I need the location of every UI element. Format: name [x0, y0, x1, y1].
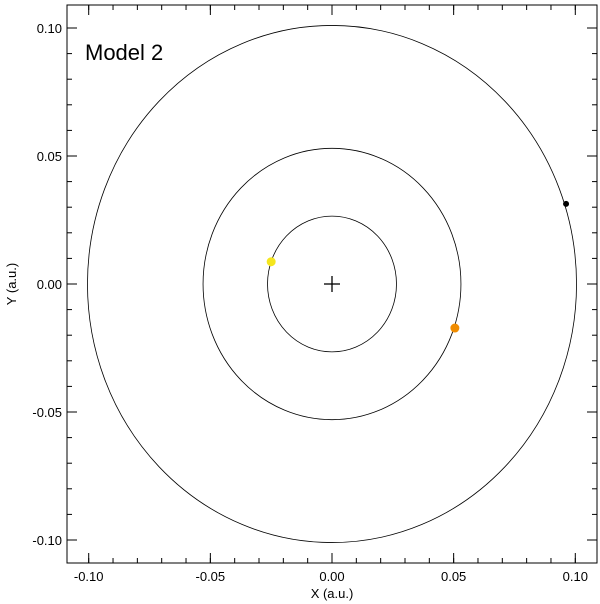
model-annotation: Model 2: [85, 40, 163, 65]
x-tick-label: 0.10: [563, 569, 588, 584]
y-tick-label: 0.00: [37, 277, 62, 292]
body-point: [450, 323, 460, 333]
center-marker: [324, 276, 340, 292]
x-axis-label: X (a.u.): [311, 586, 354, 601]
x-tick-labels: -0.10 -0.05 0.00 0.05 0.10: [74, 569, 588, 584]
y-tick-label: 0.10: [37, 21, 62, 36]
body-point: [266, 257, 276, 267]
y-tick-label: -0.10: [32, 533, 62, 548]
points: [266, 200, 570, 333]
y-tick-label: -0.05: [32, 405, 62, 420]
orbit-ellipse: [87, 25, 577, 543]
y-tick-label: 0.05: [37, 149, 62, 164]
x-tick-label: 0.00: [319, 569, 344, 584]
body-point: [563, 200, 570, 207]
orbit-ellipse: [202, 147, 462, 421]
orbits: [87, 25, 577, 543]
x-tick-label: 0.05: [441, 569, 466, 584]
major-ticks: [67, 5, 597, 563]
y-tick-labels: -0.10 -0.05 0.00 0.05 0.10: [32, 21, 62, 548]
orbit-ellipse: [267, 215, 397, 353]
x-tick-label: -0.10: [74, 569, 104, 584]
y-axis-label: Y (a.u.): [4, 263, 19, 305]
x-tick-label: -0.05: [196, 569, 226, 584]
